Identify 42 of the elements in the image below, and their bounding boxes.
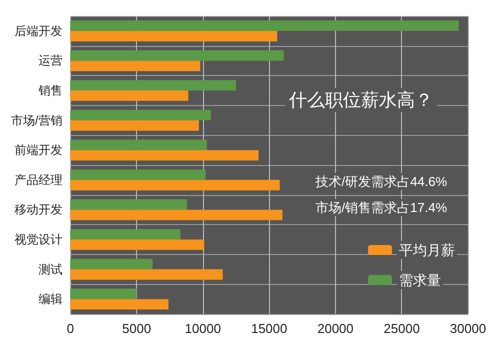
bar <box>70 150 259 161</box>
x-tick-label: 0 <box>66 321 74 336</box>
x-tick-label: 20000 <box>317 321 354 336</box>
bar <box>70 269 223 280</box>
bar <box>70 240 204 250</box>
y-tick-label: 测试 <box>38 262 62 276</box>
bar <box>70 299 168 310</box>
legend-label: 平均月薪 <box>399 242 455 258</box>
y-tick-label: 市场/营销 <box>10 113 62 128</box>
y-tick-label: 运营 <box>38 54 62 68</box>
legend-label: 需求量 <box>399 272 441 288</box>
bar <box>70 288 137 300</box>
bar <box>70 258 153 270</box>
bar <box>70 90 188 101</box>
bar <box>70 60 200 72</box>
bar <box>70 50 284 61</box>
y-tick-label: 视觉设计 <box>14 232 62 246</box>
bar <box>70 80 236 90</box>
x-tick-label: 15000 <box>251 321 288 336</box>
bar <box>70 229 180 240</box>
y-tick-label: 后端开发 <box>14 24 62 38</box>
bar <box>70 20 459 31</box>
bar <box>70 120 199 131</box>
x-tick-label: 30000 <box>450 321 486 336</box>
x-tick-label: 5000 <box>122 321 152 336</box>
y-tick-label: 产品经理 <box>14 172 62 187</box>
text: 什么职位薪水高？ <box>288 90 433 110</box>
bar <box>70 140 207 150</box>
x-tick-label: 25000 <box>384 321 420 336</box>
y-tick-label: 编辑 <box>38 292 62 306</box>
bar <box>70 180 280 190</box>
bar <box>70 30 278 42</box>
bar <box>70 199 187 210</box>
annotation: 技术/研发需求占44.6% <box>314 174 448 189</box>
y-tick-label: 前端开发 <box>14 143 62 158</box>
bar <box>70 169 206 180</box>
y-tick-label: 移动开发 <box>14 202 62 217</box>
y-tick-label: 销售 <box>37 84 62 98</box>
x-tick-label: 10000 <box>184 321 221 336</box>
annotation: 市场/销售需求占17.4% <box>316 200 448 215</box>
bar <box>70 110 211 120</box>
bar <box>70 210 282 220</box>
